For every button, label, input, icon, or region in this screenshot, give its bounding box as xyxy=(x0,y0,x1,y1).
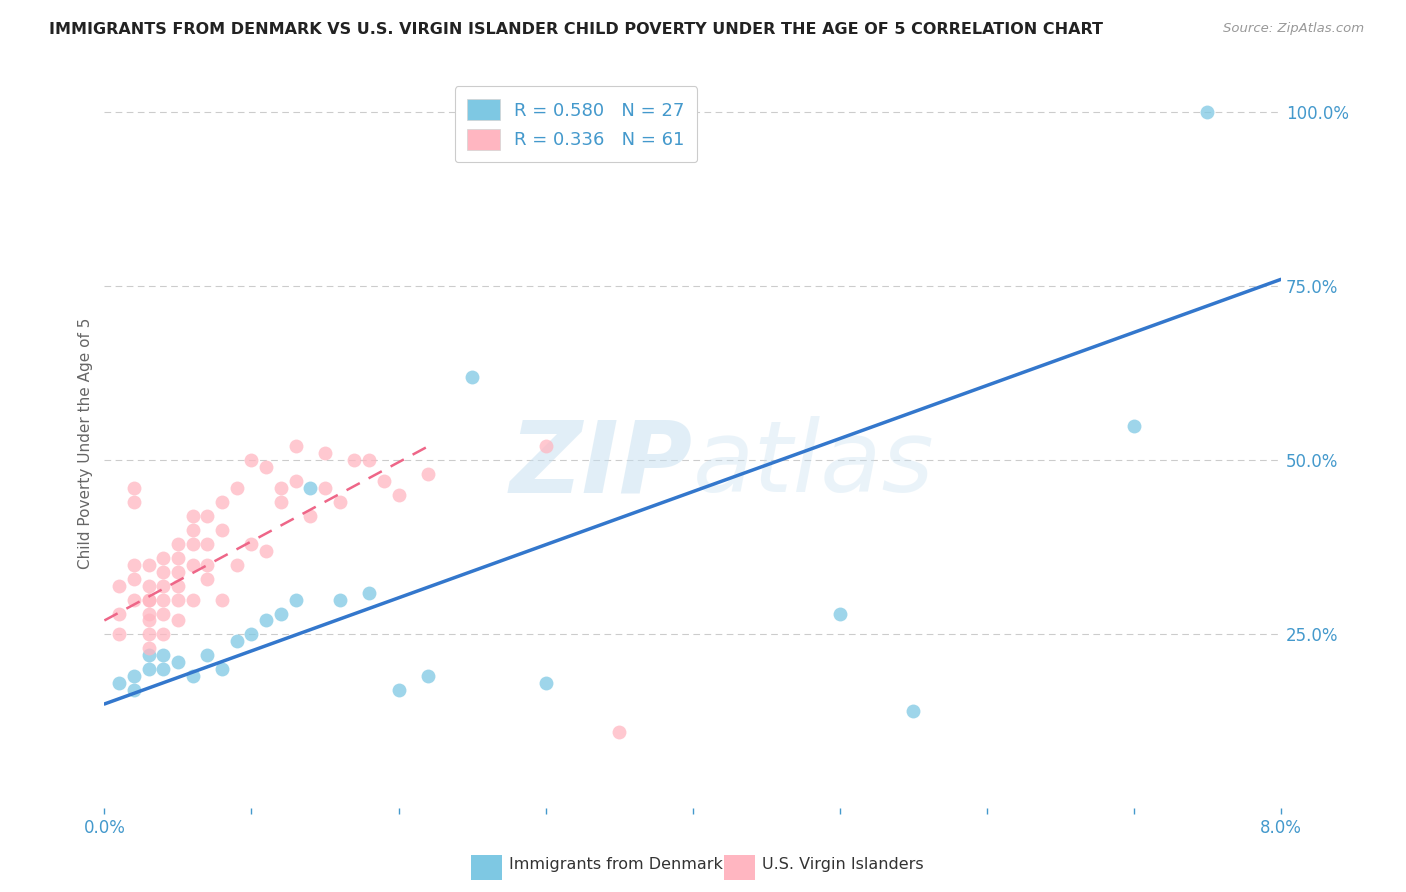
Point xyxy=(138,627,160,641)
Point xyxy=(284,439,307,453)
Point xyxy=(138,558,160,572)
Point xyxy=(225,481,247,495)
Point xyxy=(225,634,247,648)
Text: Immigrants from Denmark: Immigrants from Denmark xyxy=(509,857,723,872)
Point xyxy=(359,453,381,467)
Point xyxy=(122,683,145,698)
Point xyxy=(167,579,190,593)
Point xyxy=(254,460,277,475)
Point xyxy=(138,607,160,621)
Point xyxy=(359,585,381,599)
Point xyxy=(152,579,174,593)
Point xyxy=(122,572,145,586)
Point xyxy=(167,655,190,669)
Point xyxy=(534,439,557,453)
Point xyxy=(195,558,218,572)
Point xyxy=(152,627,174,641)
Point xyxy=(240,627,263,641)
Point xyxy=(167,614,190,628)
Point xyxy=(240,453,263,467)
Point xyxy=(1122,418,1144,433)
Point xyxy=(211,662,233,676)
Point xyxy=(122,495,145,509)
Point xyxy=(299,481,322,495)
Point xyxy=(828,607,851,621)
Point xyxy=(108,627,131,641)
Point xyxy=(254,614,277,628)
Point xyxy=(314,481,336,495)
Point xyxy=(138,641,160,656)
Point xyxy=(138,592,160,607)
Point xyxy=(284,592,307,607)
Point xyxy=(152,662,174,676)
Point xyxy=(108,676,131,690)
Point xyxy=(181,537,204,551)
Y-axis label: Child Poverty Under the Age of 5: Child Poverty Under the Age of 5 xyxy=(79,318,93,568)
Point xyxy=(270,607,292,621)
Text: atlas: atlas xyxy=(693,417,935,514)
Point xyxy=(181,509,204,524)
Point xyxy=(903,704,925,718)
Point xyxy=(152,592,174,607)
Point xyxy=(138,662,160,676)
Point xyxy=(122,481,145,495)
Point xyxy=(299,509,322,524)
Point xyxy=(607,724,630,739)
Point xyxy=(329,495,352,509)
Point xyxy=(270,481,292,495)
Point xyxy=(181,669,204,683)
Point xyxy=(416,467,439,482)
Point xyxy=(387,488,409,502)
Point xyxy=(195,509,218,524)
Point xyxy=(152,607,174,621)
Point xyxy=(122,669,145,683)
Point xyxy=(329,592,352,607)
Point xyxy=(167,565,190,579)
Point xyxy=(108,607,131,621)
Point xyxy=(225,558,247,572)
Point xyxy=(138,592,160,607)
Point xyxy=(1197,105,1219,120)
Point xyxy=(138,614,160,628)
Point xyxy=(211,495,233,509)
Point xyxy=(195,572,218,586)
Point xyxy=(122,592,145,607)
Point xyxy=(195,648,218,663)
Point xyxy=(461,369,484,384)
Point xyxy=(284,474,307,488)
Point xyxy=(254,544,277,558)
Point xyxy=(122,558,145,572)
Point xyxy=(167,550,190,565)
Point xyxy=(138,648,160,663)
Point xyxy=(108,579,131,593)
Point xyxy=(181,523,204,537)
Point xyxy=(211,523,233,537)
Point xyxy=(152,550,174,565)
Point xyxy=(195,537,218,551)
Point xyxy=(343,453,366,467)
Point xyxy=(181,592,204,607)
Text: ZIP: ZIP xyxy=(509,417,693,514)
Point xyxy=(373,474,395,488)
Point xyxy=(314,446,336,460)
Point xyxy=(167,592,190,607)
Point xyxy=(270,495,292,509)
Point xyxy=(387,683,409,698)
Point xyxy=(152,565,174,579)
Point xyxy=(152,648,174,663)
Point xyxy=(181,558,204,572)
Point xyxy=(416,669,439,683)
Legend: R = 0.580   N = 27, R = 0.336   N = 61: R = 0.580 N = 27, R = 0.336 N = 61 xyxy=(454,87,697,162)
Point xyxy=(167,537,190,551)
Point xyxy=(534,676,557,690)
Point xyxy=(240,537,263,551)
Text: Source: ZipAtlas.com: Source: ZipAtlas.com xyxy=(1223,22,1364,36)
Point xyxy=(211,592,233,607)
Point xyxy=(138,579,160,593)
Text: IMMIGRANTS FROM DENMARK VS U.S. VIRGIN ISLANDER CHILD POVERTY UNDER THE AGE OF 5: IMMIGRANTS FROM DENMARK VS U.S. VIRGIN I… xyxy=(49,22,1104,37)
Text: U.S. Virgin Islanders: U.S. Virgin Islanders xyxy=(762,857,924,872)
